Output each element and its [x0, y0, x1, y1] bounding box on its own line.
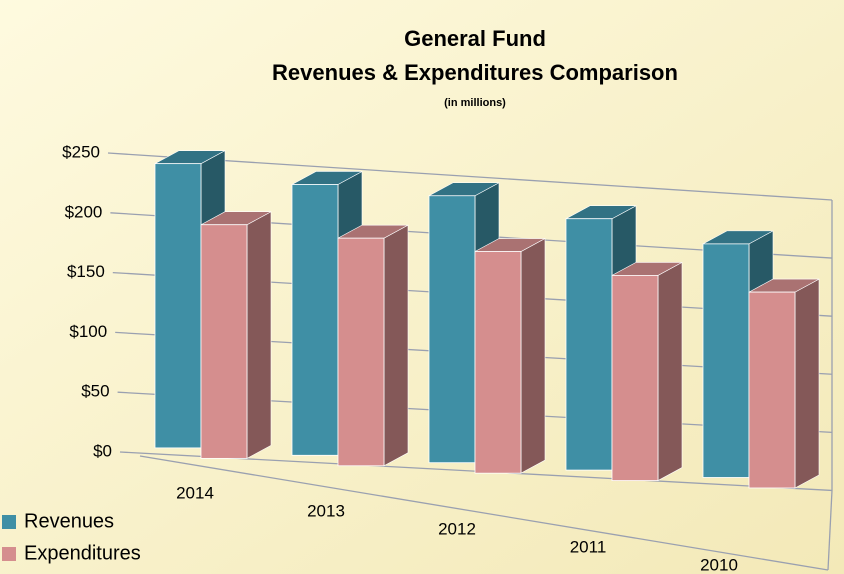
bar-side [520, 238, 546, 474]
y-tick-label: $50 [81, 382, 109, 401]
chart-note: (in millions) [444, 97, 506, 109]
bar [474, 251, 522, 474]
x-tick-label: 2012 [438, 519, 476, 538]
x-tick-label: 2010 [700, 555, 738, 574]
bar [428, 195, 476, 464]
bar [154, 163, 202, 449]
bar-side [383, 224, 409, 467]
legend-swatch [2, 547, 16, 561]
bar [565, 218, 613, 471]
floor-front [139, 455, 829, 571]
bar-side [794, 278, 820, 489]
legend-label: Expenditures [24, 542, 141, 564]
y-tick-label: $0 [93, 441, 112, 460]
bar [611, 275, 659, 481]
y-tick-label: $100 [69, 322, 107, 341]
legend-swatch [2, 515, 16, 529]
bar [337, 237, 385, 467]
chart-subtitle: Revenues & Expenditures Comparison [272, 60, 678, 85]
chart-title: General Fund [404, 26, 546, 51]
bar [748, 291, 796, 489]
x-tick-label: 2014 [176, 483, 214, 502]
bar-side [246, 211, 272, 459]
bar-side [657, 261, 683, 482]
bar [702, 243, 750, 478]
y-tick-label: $250 [62, 142, 100, 161]
x-tick-label: 2013 [307, 501, 345, 520]
y-tick-label: $150 [67, 262, 105, 281]
y-tick-label: $200 [65, 202, 103, 221]
floor-right [827, 490, 833, 571]
bar [200, 224, 248, 459]
grid-line [107, 152, 833, 201]
x-tick-label: 2011 [570, 537, 607, 556]
legend-label: Revenues [24, 510, 114, 532]
bar [291, 184, 339, 456]
